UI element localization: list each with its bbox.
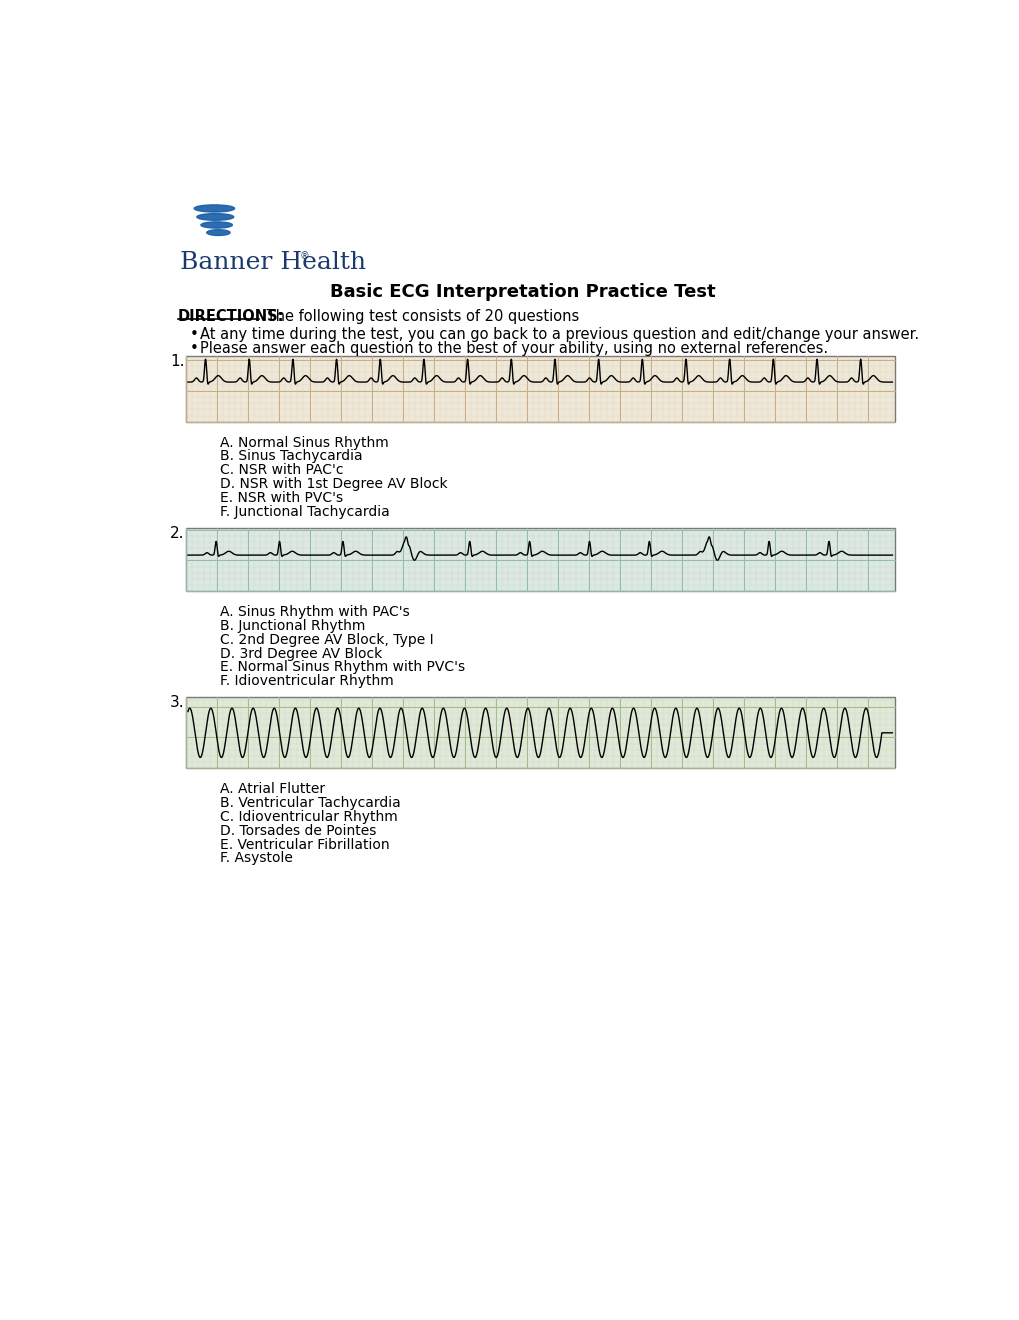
Ellipse shape — [207, 230, 230, 235]
Text: A. Normal Sinus Rhythm: A. Normal Sinus Rhythm — [220, 436, 389, 450]
Text: B. Ventricular Tachycardia: B. Ventricular Tachycardia — [220, 796, 400, 810]
Bar — [185, 528, 894, 591]
Text: C. Idioventricular Rhythm: C. Idioventricular Rhythm — [220, 810, 397, 824]
Text: A. Atrial Flutter: A. Atrial Flutter — [220, 781, 325, 796]
Text: B. Junctional Rhythm: B. Junctional Rhythm — [220, 619, 366, 632]
Text: 2.: 2. — [170, 525, 184, 541]
Ellipse shape — [201, 222, 232, 228]
Text: •: • — [190, 327, 198, 342]
Text: ®: ® — [300, 251, 309, 261]
Text: C. 2nd Degree AV Block, Type I: C. 2nd Degree AV Block, Type I — [220, 632, 434, 647]
Bar — [185, 697, 894, 768]
Text: F. Junctional Tachycardia: F. Junctional Tachycardia — [220, 506, 390, 519]
Text: •: • — [190, 341, 198, 356]
Bar — [185, 356, 894, 422]
Text: D. Torsades de Pointes: D. Torsades de Pointes — [220, 824, 376, 838]
Text: At any time during the test, you can go back to a previous question and edit/cha: At any time during the test, you can go … — [200, 327, 918, 342]
Text: Basic ECG Interpretation Practice Test: Basic ECG Interpretation Practice Test — [329, 284, 715, 301]
Text: F. Asystole: F. Asystole — [220, 851, 293, 866]
Text: Please answer each question to the best of your ability, using no external refer: Please answer each question to the best … — [200, 341, 827, 356]
Text: 3.: 3. — [170, 696, 184, 710]
Text: DIRECTIONS:: DIRECTIONS: — [177, 309, 284, 323]
Text: D. 3rd Degree AV Block: D. 3rd Degree AV Block — [220, 647, 382, 660]
Text: D. NSR with 1st Degree AV Block: D. NSR with 1st Degree AV Block — [220, 478, 447, 491]
Ellipse shape — [194, 205, 234, 213]
Text: A. Sinus Rhythm with PAC's: A. Sinus Rhythm with PAC's — [220, 605, 410, 619]
Text: E. Ventricular Fibrillation: E. Ventricular Fibrillation — [220, 838, 389, 851]
Text: 1.: 1. — [170, 354, 184, 370]
Text: The following test consists of 20 questions: The following test consists of 20 questi… — [262, 309, 579, 323]
Text: B. Sinus Tachycardia: B. Sinus Tachycardia — [220, 449, 363, 463]
Text: E. Normal Sinus Rhythm with PVC's: E. Normal Sinus Rhythm with PVC's — [220, 660, 465, 675]
Text: C. NSR with PAC'c: C. NSR with PAC'c — [220, 463, 343, 478]
Text: Banner Health: Banner Health — [180, 251, 366, 273]
Text: F. Idioventricular Rhythm: F. Idioventricular Rhythm — [220, 675, 394, 688]
Text: E. NSR with PVC's: E. NSR with PVC's — [220, 491, 343, 506]
Ellipse shape — [197, 214, 233, 220]
